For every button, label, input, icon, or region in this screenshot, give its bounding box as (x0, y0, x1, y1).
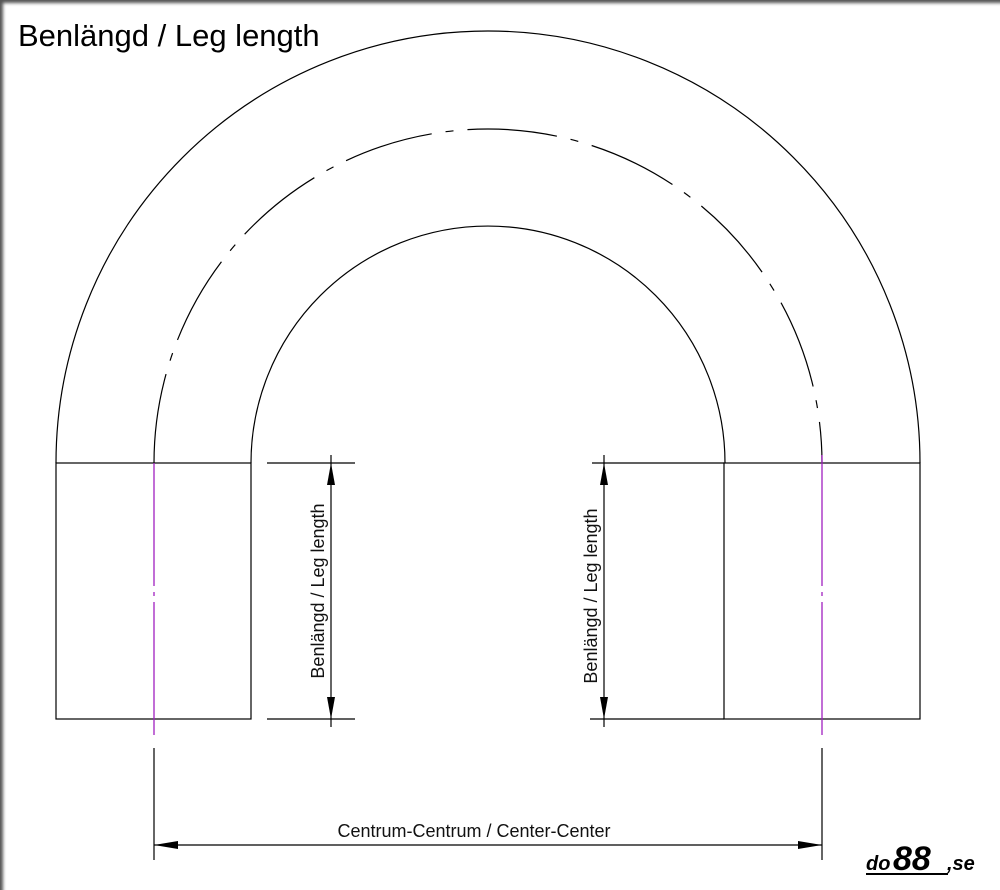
arrow-down-icon (327, 697, 335, 719)
arrow-up-icon (327, 463, 335, 485)
outer-arc (55, 30, 921, 464)
arrow-left-icon (154, 841, 178, 849)
arrow-up-icon (600, 463, 608, 485)
svg-text:do: do (866, 853, 890, 875)
do88-logo: do 88 ,se (866, 840, 975, 878)
centerline-arc (153, 128, 823, 464)
svg-text:,se: ,se (946, 853, 975, 875)
inner-arc (250, 225, 726, 464)
arrow-right-icon (798, 841, 822, 849)
leg-length-label-left: Benlängd / Leg length (308, 503, 328, 678)
title: Benlängd / Leg length (18, 18, 320, 53)
arrow-down-icon (600, 697, 608, 719)
center-center-label: Centrum-Centrum / Center-Center (337, 821, 610, 841)
leg-length-label-right: Benlängd / Leg length (581, 508, 601, 683)
svg-text:88: 88 (893, 840, 931, 878)
